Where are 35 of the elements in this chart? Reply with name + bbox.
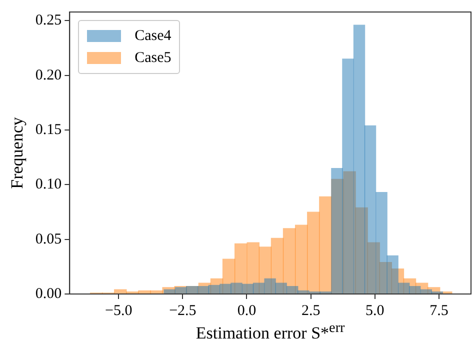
bar xyxy=(364,125,376,294)
bar xyxy=(386,255,398,294)
y-tick-label: 0.15 xyxy=(35,122,62,138)
x-tick-label: −2.5 xyxy=(169,302,196,319)
bar xyxy=(307,212,320,294)
bar xyxy=(208,284,220,294)
x-tick-label: 0.0 xyxy=(237,302,256,319)
bar xyxy=(342,58,354,294)
x-tick-label: 2.5 xyxy=(301,302,320,319)
y-tick-label: 0.00 xyxy=(35,286,62,302)
bar xyxy=(275,282,287,294)
y-axis-title: Frequency xyxy=(8,116,27,189)
bar xyxy=(252,282,265,294)
x-tick-label: 7.5 xyxy=(430,302,448,319)
bar xyxy=(230,282,242,294)
bar xyxy=(331,168,343,294)
bar xyxy=(220,284,232,294)
x-tick-label: 5.0 xyxy=(366,302,384,319)
bar xyxy=(197,286,210,294)
legend-label: Case5 xyxy=(134,50,172,66)
bar xyxy=(409,286,421,294)
bar xyxy=(376,192,388,294)
x-tick-label: −5.0 xyxy=(104,302,132,319)
y-tick-label: 0.05 xyxy=(35,231,62,248)
bar xyxy=(398,282,410,294)
bar xyxy=(286,286,298,294)
bar xyxy=(242,284,254,294)
y-tick-label: 0.10 xyxy=(35,176,62,193)
bar xyxy=(353,24,366,294)
legend-label: Case4 xyxy=(134,28,172,44)
y-tick-label: 0.25 xyxy=(35,12,62,29)
bar xyxy=(319,196,332,294)
y-tick-label: 0.20 xyxy=(35,67,62,84)
x-axis-title: Estimation error S*$^{err}$ xyxy=(194,320,346,344)
bar xyxy=(264,278,276,294)
